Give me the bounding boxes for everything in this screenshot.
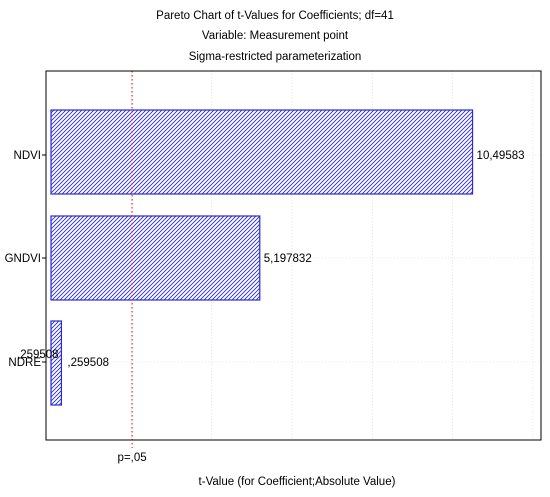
value-label-ndvi: 10,49583 <box>477 150 525 162</box>
chart-title: Pareto Chart of t-Values for Coefficient… <box>156 10 394 22</box>
reference-line-label: p=,05 <box>118 452 147 464</box>
chart-subtitle-parameterization: Sigma-restricted parameterization <box>188 51 362 63</box>
category-label-ndvi: NDVI <box>14 150 41 162</box>
value-label-gndvi: 5,197832 <box>264 253 312 265</box>
value-label-ndre-overlay: ,259508 <box>17 349 59 361</box>
bars <box>50 109 474 406</box>
plot-frame <box>45 70 542 441</box>
bar-ndre <box>50 320 63 406</box>
chart-subtitle-variable: Variable: Measurement point <box>201 30 349 42</box>
value-label-ndre: ,259508 <box>67 357 109 369</box>
category-label-gndvi: GNDVI <box>5 253 41 265</box>
bar-gndvi <box>50 215 261 301</box>
x-axis-title: t-Value (for Coefficient;Absolute Value) <box>199 476 396 488</box>
bar-ndvi <box>50 109 474 195</box>
category-label-ndre: NDRE <box>8 357 41 369</box>
